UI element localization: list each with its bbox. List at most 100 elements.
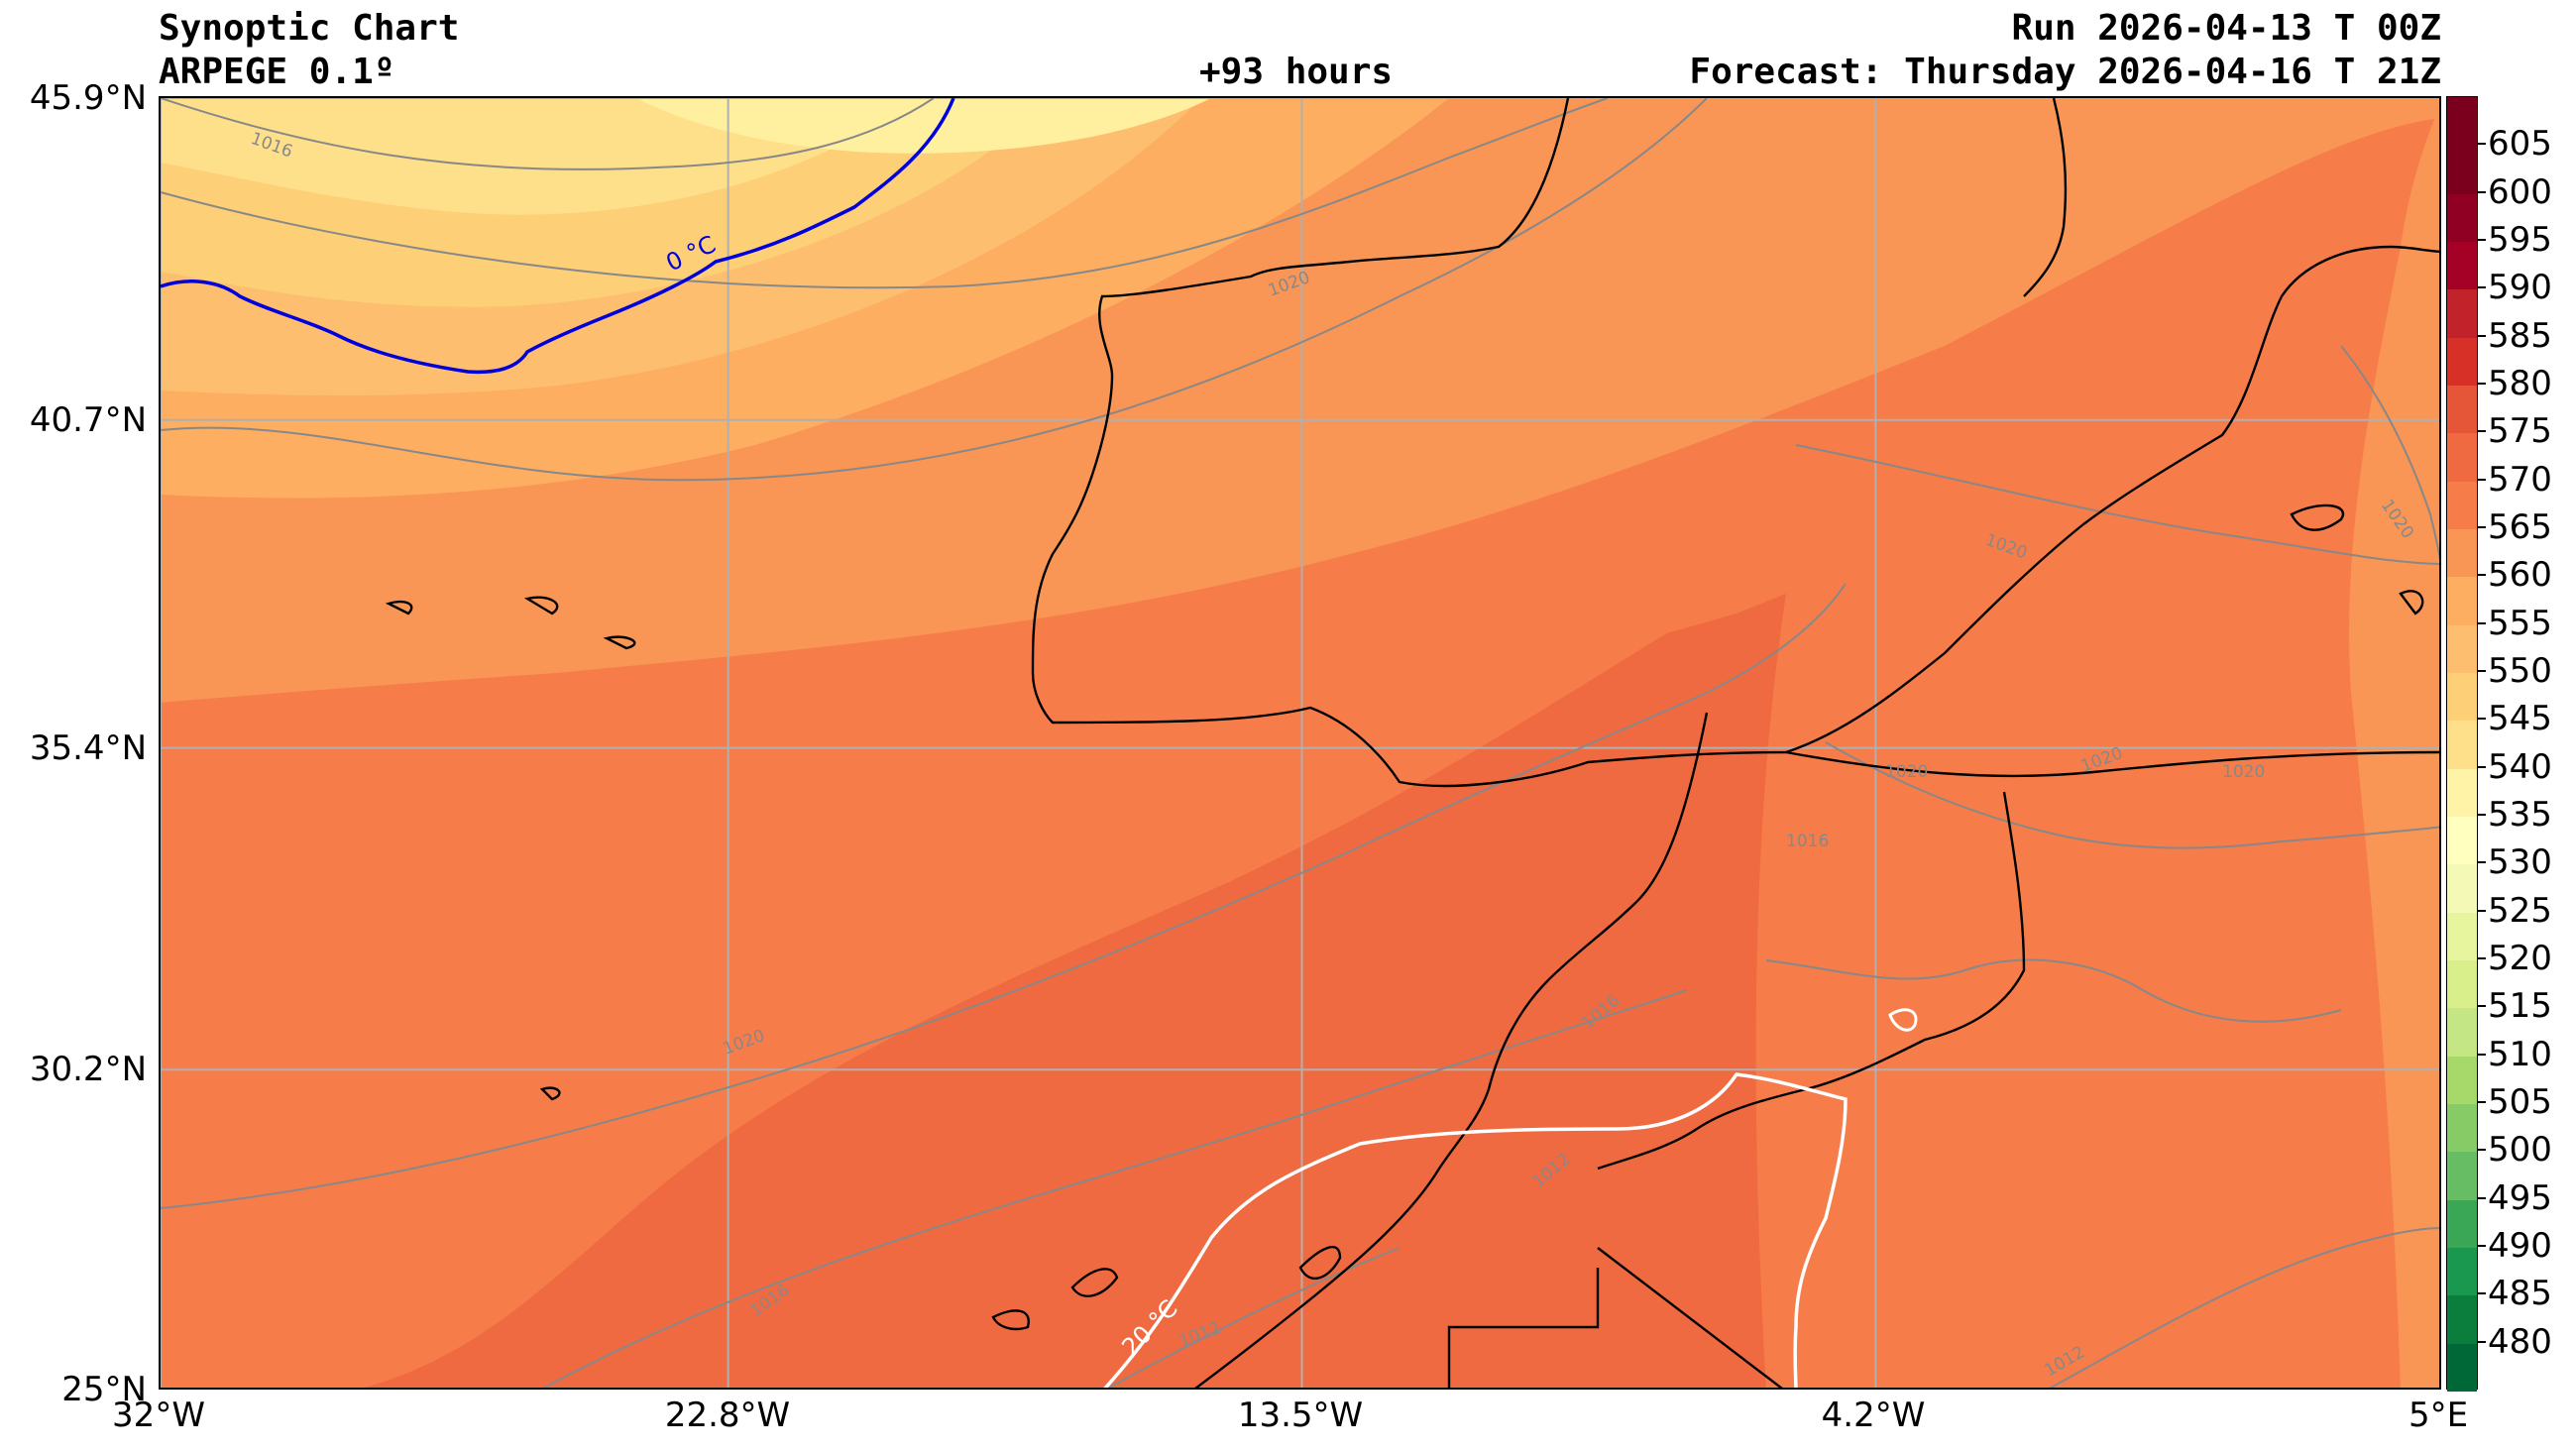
colorbar-level-label: 485: [2488, 1274, 2552, 1314]
colorbar-tick: [2478, 621, 2486, 624]
colorbar-level-label: 515: [2488, 986, 2552, 1027]
colorbar-swatch: [2447, 145, 2477, 194]
colorbar-level-label: 480: [2488, 1321, 2552, 1362]
isobar-1016-north: [161, 98, 935, 170]
colorbar-level-label: 585: [2488, 315, 2552, 356]
colorbar-tick: [2478, 430, 2486, 433]
colorbar-tick: [2478, 861, 2486, 864]
colorbar-level-label: 490: [2488, 1226, 2552, 1266]
colorbar-tick: [2478, 814, 2486, 816]
colorbar-tick: [2478, 670, 2486, 672]
colorbar-swatch: [2447, 1294, 2477, 1344]
colorbar-tick: [2478, 909, 2486, 912]
colorbar-level-label: 550: [2488, 651, 2552, 691]
x-tick-label: 22.8°W: [664, 1396, 791, 1435]
colorbar-level-label: 545: [2488, 699, 2552, 739]
isobar-1020-east: [2340, 345, 2439, 561]
coast-france-west: [2023, 98, 2068, 297]
lat-lon-grid: [161, 98, 2439, 1388]
colorbar-tick: [2478, 957, 2486, 959]
map-panel[interactable]: 0 °C 20 °C 1016 1020 1020 1020 1020 1020…: [159, 96, 2441, 1390]
colorbar-level-label: 510: [2488, 1034, 2552, 1074]
colorbar-tick: [2478, 143, 2486, 146]
colorbar-level-label: 600: [2488, 171, 2552, 212]
geopotential-fill: [161, 98, 2439, 1388]
colorbar-swatch: [2447, 1055, 2477, 1104]
y-tick-label: 45.9°N: [29, 78, 147, 118]
colorbar-tick: [2478, 334, 2486, 337]
colorbar-level-label: 520: [2488, 939, 2552, 978]
colorbar-level-label: 590: [2488, 268, 2552, 308]
y-tick-label: 25°N: [61, 1370, 147, 1409]
colorbar-swatch: [2447, 432, 2477, 482]
colorbar-tick: [2478, 526, 2486, 528]
colorbar-swatch: [2447, 816, 2477, 865]
colorbar-swatch: [2447, 672, 2477, 722]
colorbar-level-label: 535: [2488, 795, 2552, 835]
band-580: [364, 594, 1786, 1388]
isobar-atlas: [1765, 958, 2342, 1023]
island-azores-3: [603, 635, 636, 650]
colorbar-tick: [2478, 190, 2486, 193]
isobar-1012-east: [2049, 1227, 2439, 1388]
isobar-label: 1020: [2222, 762, 2265, 782]
x-tick-label: 5°E: [2408, 1396, 2469, 1435]
border-morocco-algeria: [1597, 791, 2026, 1171]
colorbar-level-label: 580: [2488, 364, 2552, 403]
colorbar-level-label: 565: [2488, 507, 2552, 547]
forecast-time: Forecast: Thursday 2026-04-16 T 21Z: [1689, 52, 2441, 92]
colorbar-swatch: [2447, 720, 2477, 769]
isobar-1020-iberia: [1795, 444, 2439, 565]
coastlines: [385, 98, 2439, 1388]
colorbar-tick: [2478, 718, 2486, 721]
lead-time: +93 hours: [1199, 52, 1394, 92]
island-azores-1: [385, 600, 413, 615]
colorbar-swatch: [2447, 1103, 2477, 1153]
isobar-1020-north: [161, 98, 1708, 482]
colorbar-level-label: 570: [2488, 459, 2552, 500]
colorbar-swatch: [2447, 336, 2477, 386]
colorbar-tick: [2478, 1196, 2486, 1199]
colorbar: [2446, 96, 2478, 1392]
isobar-1016-south: [542, 989, 1688, 1388]
y-tick-label: 35.4°N: [29, 728, 147, 768]
island-azores-2: [523, 596, 559, 615]
chart-title: Synoptic Chart: [159, 8, 460, 49]
map-canvas[interactable]: 0 °C 20 °C 1016 1020 1020 1020 1020 1020…: [161, 98, 2441, 1390]
colorbar-swatch: [2447, 528, 2477, 578]
colorbar-swatch: [2447, 959, 2477, 1009]
colorbar-level-label: 595: [2488, 220, 2552, 260]
isobar-north-2: [161, 98, 1609, 289]
colorbar-swatch: [2447, 288, 2477, 338]
island-canary-3: [1298, 1246, 1342, 1280]
colorbar-tick: [2478, 1340, 2486, 1343]
colorbar-level-label: 500: [2488, 1130, 2552, 1171]
colorbar-swatch: [2447, 576, 2477, 625]
colorbar-tick: [2478, 1053, 2486, 1056]
colorbar-tick: [2478, 1245, 2486, 1247]
coast-iberia: [1031, 98, 2439, 788]
isobars: [161, 98, 2439, 1388]
colorbar-swatch: [2447, 1198, 2477, 1248]
colorbar-swatch: [2447, 192, 2477, 242]
colorbar-level-label: 555: [2488, 603, 2552, 643]
coast-mediterranean-south: [1785, 750, 2439, 778]
x-tick-label: 4.2°W: [1821, 1396, 1926, 1435]
y-tick-label: 30.2°N: [29, 1050, 147, 1089]
island-sardinia: [2399, 590, 2424, 615]
colorbar-swatch: [2447, 911, 2477, 960]
island-canary-1: [1070, 1268, 1119, 1297]
isobar-1012-south: [1107, 1247, 1400, 1388]
island-canary-2: [991, 1309, 1030, 1331]
border-western-sahara: [1447, 1268, 1600, 1388]
isobar-iberia: [1825, 741, 2439, 849]
island-balearic: [2290, 503, 2345, 531]
colorbar-swatch: [2447, 1247, 2477, 1296]
border-mauritania: [1597, 1247, 1783, 1388]
coast-africa: [1194, 712, 1709, 1388]
colorbar-tick: [2478, 239, 2486, 241]
colorbar-tick: [2478, 1005, 2486, 1008]
colorbar-swatch: [2447, 1342, 2477, 1392]
x-tick-label: 13.5°W: [1237, 1396, 1364, 1435]
isobar-label: 1016: [1786, 832, 1829, 851]
